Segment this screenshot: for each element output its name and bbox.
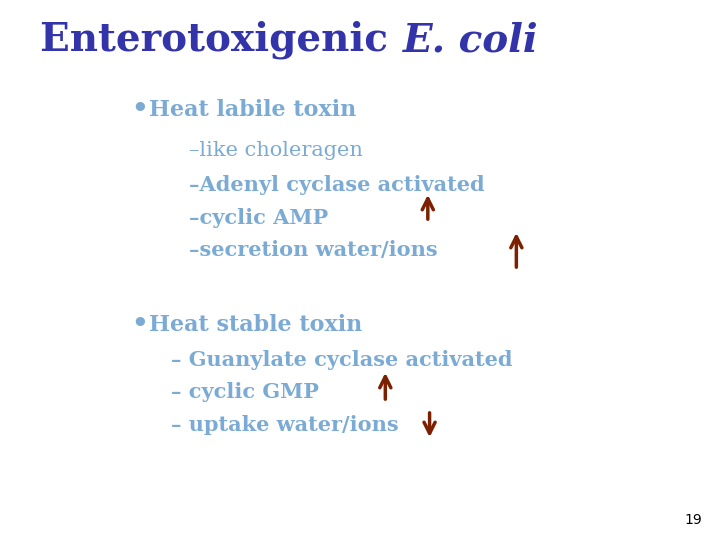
Text: –cyclic AMP: –cyclic AMP: [189, 208, 328, 228]
Text: Heat labile toxin: Heat labile toxin: [149, 99, 356, 121]
Text: –Adenyl cyclase activated: –Adenyl cyclase activated: [189, 175, 485, 195]
Text: – Guanylate cyclase activated: – Guanylate cyclase activated: [171, 350, 513, 370]
Text: – cyclic GMP: – cyclic GMP: [171, 382, 319, 402]
Text: Heat stable toxin: Heat stable toxin: [149, 314, 362, 336]
Text: –secretion water/ions: –secretion water/ions: [189, 240, 437, 260]
Text: – uptake water/ions: – uptake water/ions: [171, 415, 399, 435]
Text: •: •: [131, 312, 148, 338]
Text: •: •: [131, 97, 148, 123]
Text: E. coli: E. coli: [403, 21, 539, 59]
Text: Enterotoxigenic: Enterotoxigenic: [40, 21, 401, 59]
Text: –like choleragen: –like choleragen: [189, 140, 363, 159]
Text: 19: 19: [685, 513, 702, 527]
